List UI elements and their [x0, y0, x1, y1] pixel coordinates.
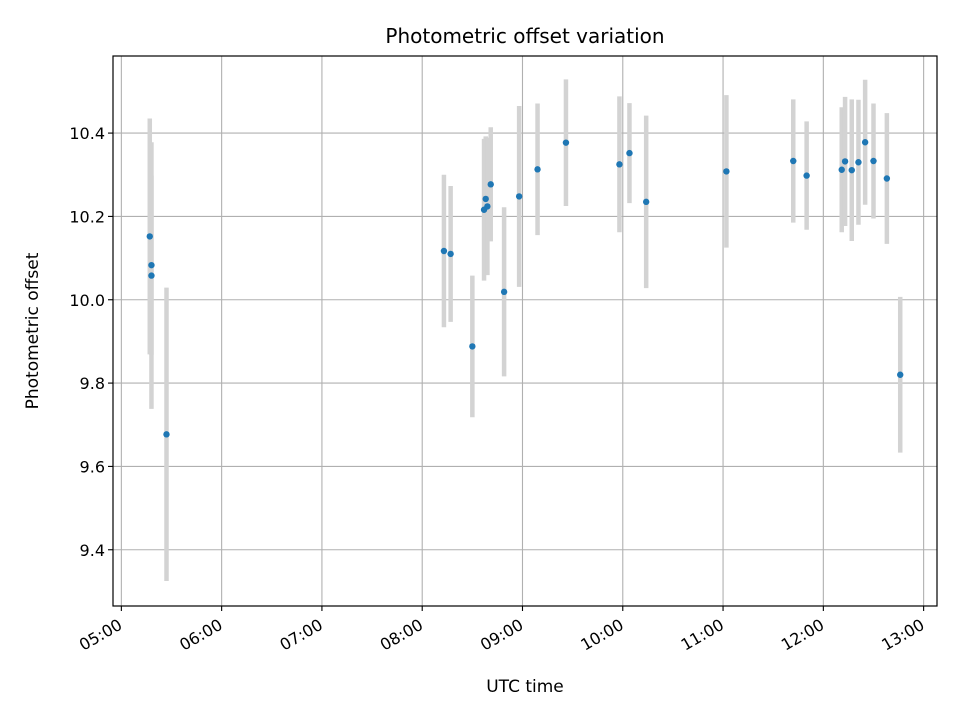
data-point	[838, 166, 845, 173]
x-axis-label: UTC time	[486, 677, 564, 697]
data-point	[469, 343, 476, 350]
data-point	[148, 272, 155, 279]
data-point	[855, 159, 862, 166]
data-point	[515, 193, 523, 200]
y-tick-label: 9.4	[80, 541, 105, 560]
data-point	[848, 166, 855, 174]
data-point	[500, 288, 508, 296]
y-axis-ticks: 9.4 9.6 9.8 10.0 10.2 10.4	[69, 124, 113, 560]
data-point	[723, 168, 730, 175]
data-point	[440, 247, 448, 255]
y-tick-label: 10.2	[69, 207, 105, 226]
data-point	[642, 198, 650, 206]
data-point	[534, 166, 541, 173]
y-tick-label: 10.0	[69, 291, 105, 310]
data-point	[484, 203, 491, 210]
data-point	[487, 181, 494, 188]
data-point	[841, 158, 849, 165]
chart-title: Photometric offset variation	[385, 24, 664, 48]
x-gridlines	[120, 56, 925, 606]
y-tick-label: 10.4	[69, 124, 105, 143]
data-point	[870, 157, 877, 165]
data-points	[146, 139, 904, 438]
y-tick-label: 9.8	[80, 374, 105, 393]
data-point	[163, 431, 170, 438]
y-tick-label: 9.6	[80, 457, 105, 476]
data-point	[616, 161, 623, 168]
data-point	[790, 157, 797, 165]
data-point	[146, 233, 153, 240]
y-axis-label: Photometric offset	[23, 252, 43, 409]
data-point	[883, 175, 891, 182]
data-point	[562, 139, 570, 146]
data-point	[482, 195, 489, 203]
data-point	[861, 139, 869, 146]
data-point	[447, 250, 454, 258]
plot-frame	[112, 55, 938, 607]
data-point	[803, 172, 810, 179]
data-point	[148, 261, 155, 269]
data-point	[897, 371, 904, 378]
y-gridlines	[113, 132, 937, 551]
data-point	[626, 149, 633, 157]
